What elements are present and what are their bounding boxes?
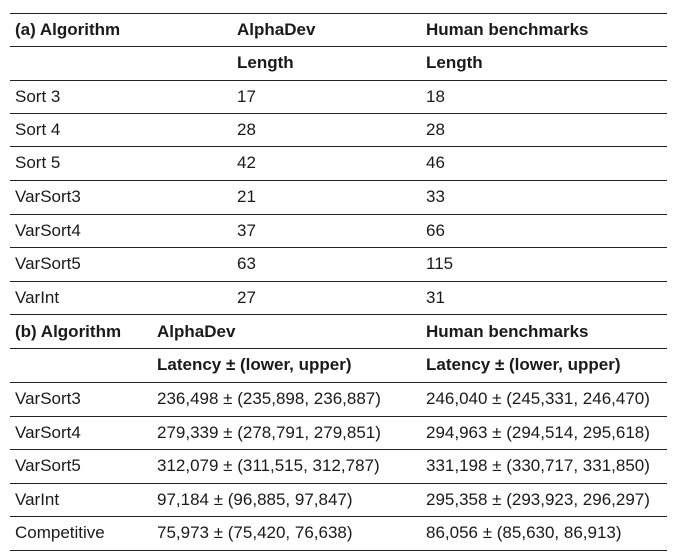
alphadev-length-cell: 28 xyxy=(237,120,256,139)
table-row: VarSort3 236,498 ± (235,898, 236,887) 24… xyxy=(0,384,676,414)
table-row: Sort 4 28 28 xyxy=(0,115,676,145)
human-length-cell: 33 xyxy=(426,187,445,206)
table-row: VarSort3 21 33 xyxy=(0,182,676,212)
part-a-header-rule xyxy=(10,46,667,47)
part-b-human-subheader: Latency ± (lower, upper) xyxy=(426,355,621,374)
alphadev-latency-cell: 312,079 ± (311,515, 312,787) xyxy=(157,456,380,475)
alphadev-latency-cell: 75,973 ± (75,420, 76,638) xyxy=(157,523,353,542)
algorithm-cell: VarSort4 xyxy=(15,423,81,442)
table-row: VarSort4 37 66 xyxy=(0,216,676,246)
row-divider xyxy=(10,180,667,181)
alphadev-latency-cell: 97,184 ± (96,885, 97,847) xyxy=(157,490,353,509)
table-row: Sort 3 17 18 xyxy=(0,82,676,112)
row-divider xyxy=(10,449,667,450)
part-a-alphadev-subheader: Length xyxy=(237,53,294,72)
part-b-alphadev-header: AlphaDev xyxy=(157,322,236,341)
part-b-subheader-rule xyxy=(10,382,667,383)
alphadev-length-cell: 17 xyxy=(237,87,256,106)
table-row: Competitive 75,973 ± (75,420, 76,638) 86… xyxy=(0,518,676,548)
human-length-cell: 28 xyxy=(426,120,445,139)
part-a-alphadev-header: AlphaDev xyxy=(237,20,316,39)
table-row: VarSort5 312,079 ± (311,515, 312,787) 33… xyxy=(0,451,676,481)
algorithm-cell: VarSort5 xyxy=(15,254,81,273)
part-b-subheader-row: Latency ± (lower, upper) Latency ± (lowe… xyxy=(0,350,676,380)
algorithm-cell: VarInt xyxy=(15,490,60,509)
alphadev-length-cell: 27 xyxy=(237,288,256,307)
alphadev-length-cell: 42 xyxy=(237,153,256,172)
human-latency-cell: 295,358 ± (293,923, 296,297) xyxy=(426,490,650,509)
human-length-cell: 18 xyxy=(426,87,445,106)
human-latency-cell: 331,198 ± (330,717, 331,850) xyxy=(426,456,650,475)
section-divider xyxy=(10,314,667,315)
table-row: Sort 5 42 46 xyxy=(0,148,676,178)
row-divider xyxy=(10,247,667,248)
human-latency-cell: 246,040 ± (245,331, 246,470) xyxy=(426,389,650,408)
row-divider xyxy=(10,483,667,484)
human-length-cell: 31 xyxy=(426,288,445,307)
human-length-cell: 66 xyxy=(426,221,445,240)
part-a-header-row: (a) Algorithm AlphaDev Human benchmarks xyxy=(0,15,676,45)
row-divider xyxy=(10,113,667,114)
alphadev-latency-cell: 279,339 ± (278,791, 279,851) xyxy=(157,423,381,442)
human-latency-cell: 294,963 ± (294,514, 295,618) xyxy=(426,423,650,442)
part-a-subheader-rule xyxy=(10,80,667,81)
table-row: VarInt 97,184 ± (96,885, 97,847) 295,358… xyxy=(0,485,676,515)
part-b-alphadev-subheader: Latency ± (lower, upper) xyxy=(157,355,352,374)
table-row: VarSort4 279,339 ± (278,791, 279,851) 29… xyxy=(0,418,676,448)
part-b-algorithm-header: (b) Algorithm xyxy=(15,322,122,341)
part-a-algorithm-header: (a) Algorithm xyxy=(15,20,121,39)
alphadev-length-cell: 63 xyxy=(237,254,256,273)
table-bottom-rule xyxy=(10,550,667,551)
table-top-rule xyxy=(10,13,667,14)
row-divider xyxy=(10,516,667,517)
row-divider xyxy=(10,416,667,417)
algorithm-cell: VarInt xyxy=(15,288,60,307)
row-divider xyxy=(10,281,667,282)
part-a-human-subheader: Length xyxy=(426,53,483,72)
part-b-header-row: (b) Algorithm AlphaDev Human benchmarks xyxy=(0,317,676,347)
algorithm-cell: Competitive xyxy=(15,523,105,542)
algorithm-cell: VarSort4 xyxy=(15,221,81,240)
part-b-human-header: Human benchmarks xyxy=(426,322,589,341)
part-b-header-rule xyxy=(10,348,667,349)
table-row: VarInt 27 31 xyxy=(0,283,676,313)
alphadev-length-cell: 21 xyxy=(237,187,256,206)
row-divider xyxy=(10,214,667,215)
part-a-human-header: Human benchmarks xyxy=(426,20,589,39)
human-length-cell: 46 xyxy=(426,153,445,172)
algorithm-cell: VarSort3 xyxy=(15,389,81,408)
alphadev-length-cell: 37 xyxy=(237,221,256,240)
human-latency-cell: 86,056 ± (85,630, 86,913) xyxy=(426,523,622,542)
algorithm-cell: Sort 5 xyxy=(15,153,61,172)
table-row: VarSort5 63 115 xyxy=(0,249,676,279)
algorithm-cell: Sort 3 xyxy=(15,87,61,106)
algorithm-cell: VarSort5 xyxy=(15,456,81,475)
alphadev-latency-cell: 236,498 ± (235,898, 236,887) xyxy=(157,389,381,408)
part-a-subheader-row: Length Length xyxy=(0,48,676,78)
algorithm-cell: VarSort3 xyxy=(15,187,81,206)
human-length-cell: 115 xyxy=(426,254,454,273)
row-divider xyxy=(10,146,667,147)
algorithm-cell: Sort 4 xyxy=(15,120,61,139)
